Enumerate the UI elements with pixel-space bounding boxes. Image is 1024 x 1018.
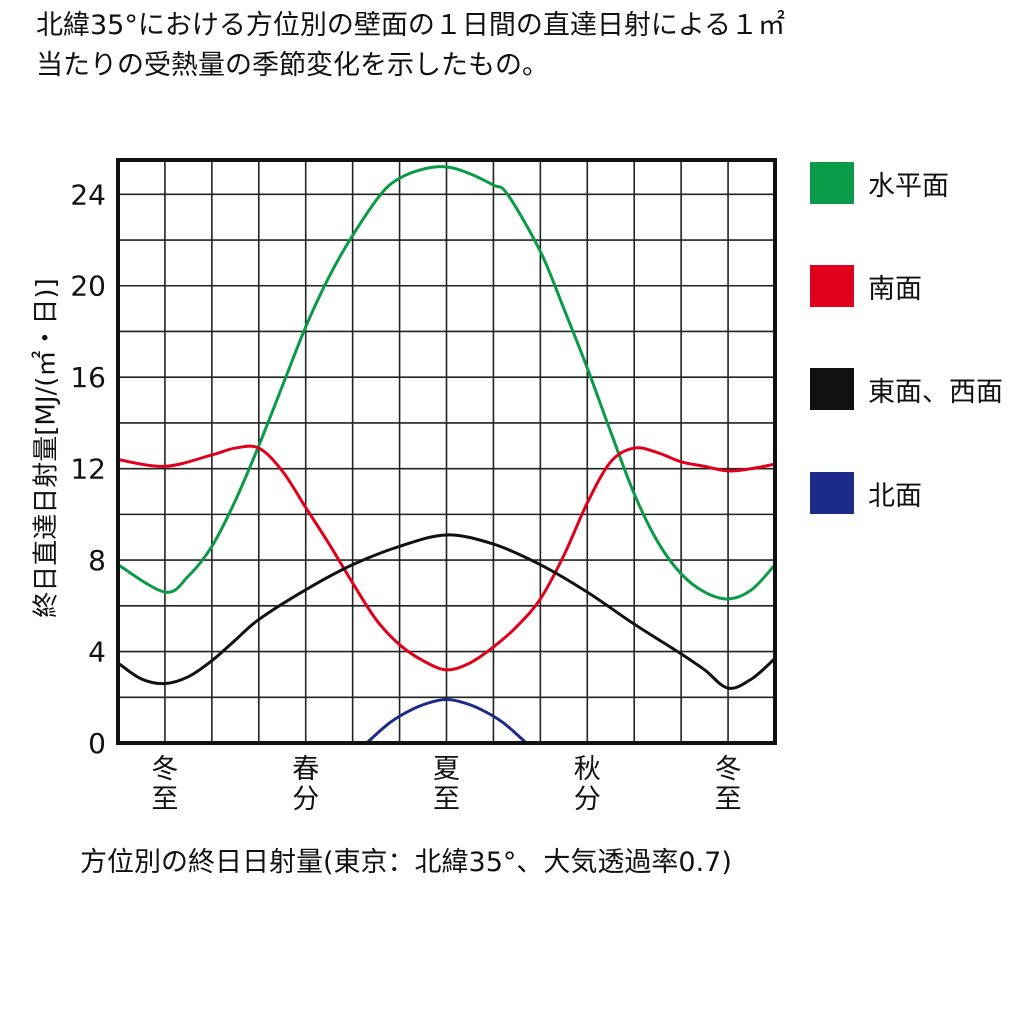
x-tick-label: 春 <box>292 754 319 785</box>
legend-swatch <box>810 265 854 307</box>
legend-label: 北面 <box>868 480 922 512</box>
series-line-0 <box>116 165 777 601</box>
x-tick-label: 至 <box>151 784 178 815</box>
y-tick-label: 12 <box>70 453 106 486</box>
y-tick-label: 20 <box>70 270 106 303</box>
legend-swatch <box>810 368 854 410</box>
x-tick-label: 冬 <box>151 754 178 785</box>
y-tick-label: 24 <box>70 178 106 211</box>
legend-swatch <box>810 162 854 204</box>
plot-frame <box>116 158 777 745</box>
legend-item: 水平面 <box>810 162 949 204</box>
legend-label: 東面、西面 <box>868 376 1003 408</box>
legend-label: 南面 <box>868 273 922 305</box>
x-tick-label: 至 <box>715 784 742 815</box>
x-tick-label: 至 <box>433 784 460 815</box>
series-layer <box>116 165 777 745</box>
legend-item: 北面 <box>810 472 922 514</box>
y-tick-label: 4 <box>88 636 106 669</box>
legend-swatch <box>810 472 854 514</box>
x-tick-label: 秋 <box>574 754 601 785</box>
grid-layer <box>117 160 776 744</box>
y-tick-label: 16 <box>70 361 106 394</box>
description-line-2: 当たりの受熱量の季節変化を示したもの。 <box>36 50 549 81</box>
description-line-1: 北緯35°における方位別の壁面の１日間の直達日射による１㎡ <box>36 10 786 41</box>
y-axis-label: 終日直達日射量[MJ/(㎡・日)] <box>31 278 62 618</box>
legend-item: 南面 <box>810 265 922 307</box>
legend-label: 水平面 <box>868 170 949 202</box>
y-tick-label: 0 <box>88 727 106 760</box>
series-line-1 <box>116 444 777 672</box>
chart-caption: 方位別の終日日射量(東京：北緯35°、大気透過率0.7) <box>80 847 732 878</box>
y-tick-label: 8 <box>88 544 106 577</box>
series-line-3 <box>365 698 528 745</box>
x-tick-label: 分 <box>292 784 319 815</box>
series-line-2 <box>116 533 777 690</box>
x-tick-label: 分 <box>574 784 601 815</box>
y-tick-layer: 0 4 8 12 16 20 24 <box>70 178 106 760</box>
chart-description: 北緯35°における方位別の壁面の１日間の直達日射による１㎡ 当たりの受熱量の季節… <box>36 6 785 86</box>
legend-item: 東面、西面 <box>810 368 1003 410</box>
x-tick-label: 冬 <box>715 754 742 785</box>
x-tick-label: 夏 <box>433 754 460 785</box>
